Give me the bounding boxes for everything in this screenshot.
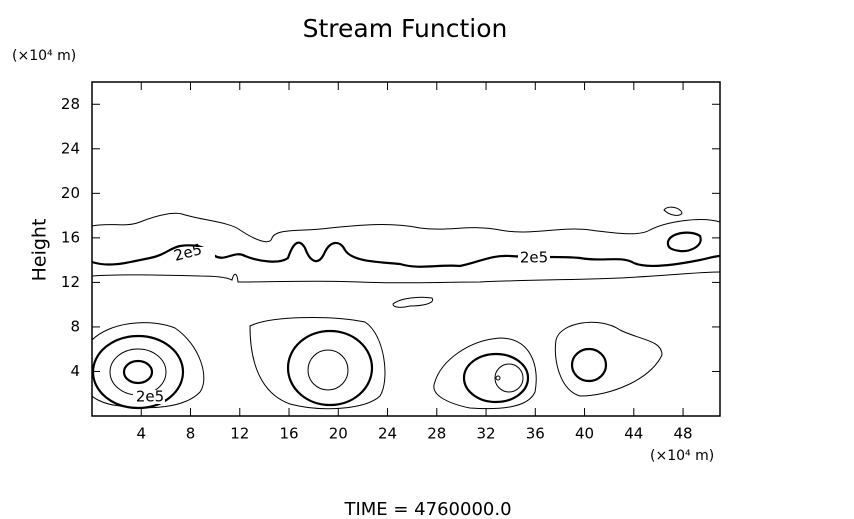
contour-line [554,321,663,397]
y-unit: (×10⁴ m) [12,48,76,64]
y-axis-label: Height [29,219,51,282]
label-bg [518,251,550,264]
contour-label: 2e5 [136,388,164,406]
contour-label: 2e5 [172,240,204,265]
contour-line [307,349,349,391]
x-tick-label: 16 [279,425,298,443]
x-tick-label: 28 [427,425,446,443]
label-bg [133,390,165,404]
contour-line [666,231,702,253]
x-unit: (×10⁴ m) [650,448,714,464]
footer: TIME = 4760000.0 [343,499,511,519]
contour-line [249,317,386,410]
x-tick-label: 24 [378,425,397,443]
contour-line [462,352,530,404]
contours [91,206,721,410]
contour-line [91,322,205,409]
y-tick-label: 16 [61,228,80,246]
contour-line [494,363,524,393]
contour-line [570,347,608,383]
contour-line [286,329,374,407]
contour-label: 2e5 [520,249,548,267]
chart-title: Stream Function [303,14,508,43]
contour-line [91,241,721,268]
label-bg [185,247,215,259]
contour-line [91,271,721,284]
contour-line [392,296,434,308]
x-tick-label: 20 [329,425,348,443]
y-tick-label: 4 [70,362,80,380]
x-tick-label: 4 [136,425,146,443]
y-tick-label: 24 [61,139,80,157]
contour-line [91,334,185,410]
contour-line [91,212,721,243]
x-tick-label: 44 [624,425,643,443]
contour-line [122,359,154,385]
x-tick-label: 40 [575,425,594,443]
plot-frame [91,81,721,417]
x-tick-label: 8 [186,425,196,443]
contour-line [495,375,501,381]
y-tick-label: 8 [70,317,80,335]
y-tick-label: 28 [61,95,80,113]
x-tick-label: 36 [526,425,545,443]
contour-line [663,206,683,216]
x-tick-label: 12 [230,425,249,443]
contour-line [433,337,537,410]
y-tick-label: 20 [61,184,80,202]
x-tick-label: 32 [476,425,495,443]
y-tick-label: 12 [61,273,80,291]
x-tick-label: 48 [674,425,693,443]
